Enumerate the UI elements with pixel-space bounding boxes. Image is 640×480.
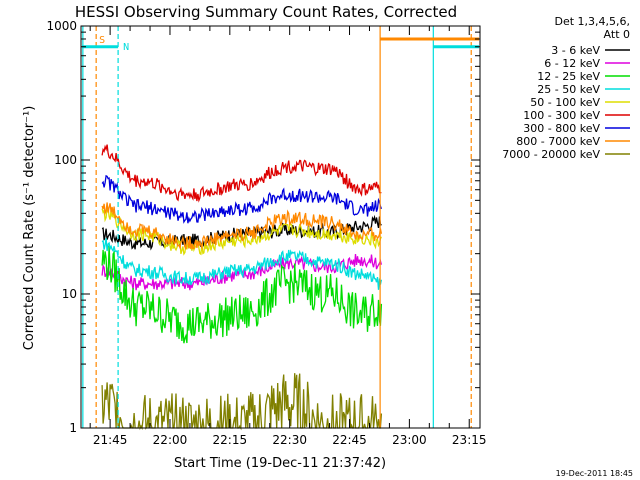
y-axis-label: Corrected Count Rate (s⁻¹ detector⁻¹)	[22, 106, 37, 351]
legend-label: 300 - 800 keV	[523, 122, 600, 135]
x-tick-label: 21:45	[93, 433, 128, 447]
x-tick-label: 23:00	[392, 433, 427, 447]
plot-area	[101, 144, 383, 431]
plot-frame	[80, 25, 481, 429]
flag-label-n: N	[123, 42, 129, 53]
y-tick-label: 10	[62, 287, 77, 301]
legend-label: 6 - 12 keV	[544, 57, 600, 70]
x-axis-label: Start Time (19-Dec-11 21:37:42)	[174, 456, 386, 471]
x-tick-label: 22:00	[153, 433, 188, 447]
x-tick-label: 22:45	[332, 433, 367, 447]
x-tick-label: 22:15	[213, 433, 248, 447]
series-line	[101, 144, 382, 203]
flag-lines: SN	[82, 26, 479, 428]
series-line	[101, 238, 383, 290]
legend-header-line2: Att 0	[604, 28, 630, 41]
legend-label: 50 - 100 keV	[530, 96, 600, 109]
legend-label: 3 - 6 keV	[551, 44, 600, 57]
chart-title: HESSI Observing Summary Count Rates, Cor…	[75, 3, 457, 21]
legend-label: 100 - 300 keV	[523, 109, 600, 122]
series-line	[101, 245, 383, 344]
series-line	[101, 174, 383, 224]
x-tick-label: 22:30	[272, 433, 307, 447]
y-tick-label: 1000	[46, 19, 77, 33]
footer-date: 19-Dec-2011 18:45	[556, 469, 633, 478]
y-tick-label: 1	[69, 421, 77, 435]
legend-label: 25 - 50 keV	[537, 83, 600, 96]
flag-label-s: S	[99, 35, 105, 46]
y-tick-label: 100	[54, 153, 77, 167]
legend-label: 12 - 25 keV	[537, 70, 600, 83]
legend-label: 800 - 7000 keV	[516, 135, 600, 148]
x-tick-label: 23:15	[452, 433, 487, 447]
legend-header-line1: Det 1,3,4,5,6,	[554, 15, 630, 28]
axes: 1 10 100 1000 21:45 22:00 22:15 22:30 22:45 23:00…	[46, 19, 486, 447]
legend-label: 7000 - 20000 keV	[502, 148, 600, 161]
series-line	[101, 373, 383, 431]
series-line	[101, 202, 383, 251]
